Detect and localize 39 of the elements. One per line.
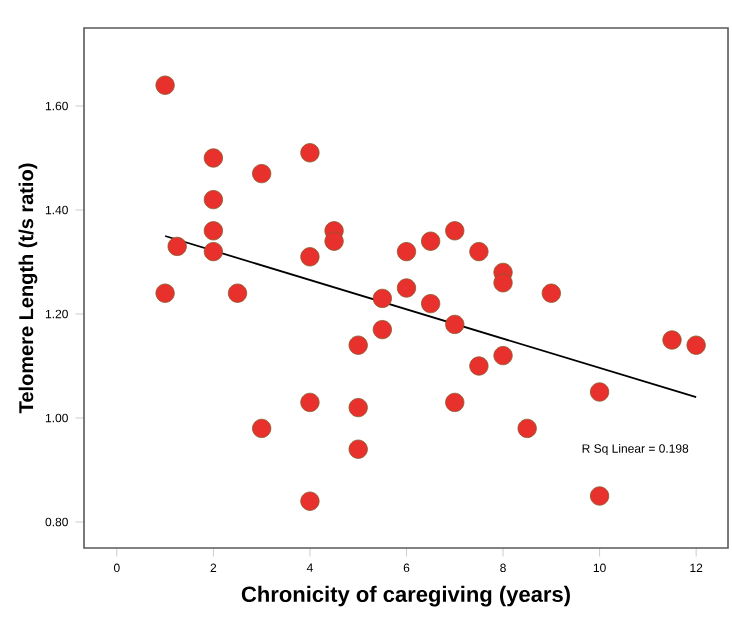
point (445, 314, 465, 334)
point (662, 330, 682, 350)
point (203, 190, 223, 210)
y-axis-title: Telomere Length (t/s ratio) (18, 163, 38, 414)
point (396, 278, 417, 298)
point (324, 231, 344, 251)
point (300, 392, 320, 412)
point (155, 283, 175, 303)
point (252, 164, 272, 184)
point (348, 439, 368, 459)
point (589, 486, 610, 506)
point (445, 392, 465, 412)
point (372, 288, 392, 308)
point (300, 491, 320, 511)
point (445, 221, 465, 241)
point (421, 294, 441, 314)
point (469, 356, 489, 376)
point (541, 283, 561, 303)
point (348, 335, 368, 355)
x-axis-title: Chronicity of caregiving (years) (241, 585, 570, 607)
point (493, 273, 513, 293)
point (469, 242, 489, 262)
point (300, 247, 320, 267)
point (348, 398, 368, 418)
point (203, 148, 223, 168)
point (396, 242, 417, 262)
point (589, 382, 610, 402)
point (300, 143, 320, 163)
point (167, 236, 187, 256)
point (155, 75, 175, 95)
point (227, 283, 248, 303)
point (421, 231, 441, 251)
point (493, 346, 513, 366)
point (252, 418, 272, 438)
point (372, 320, 392, 340)
point (203, 242, 223, 262)
point (517, 418, 537, 438)
point (203, 221, 223, 241)
point (686, 335, 706, 355)
